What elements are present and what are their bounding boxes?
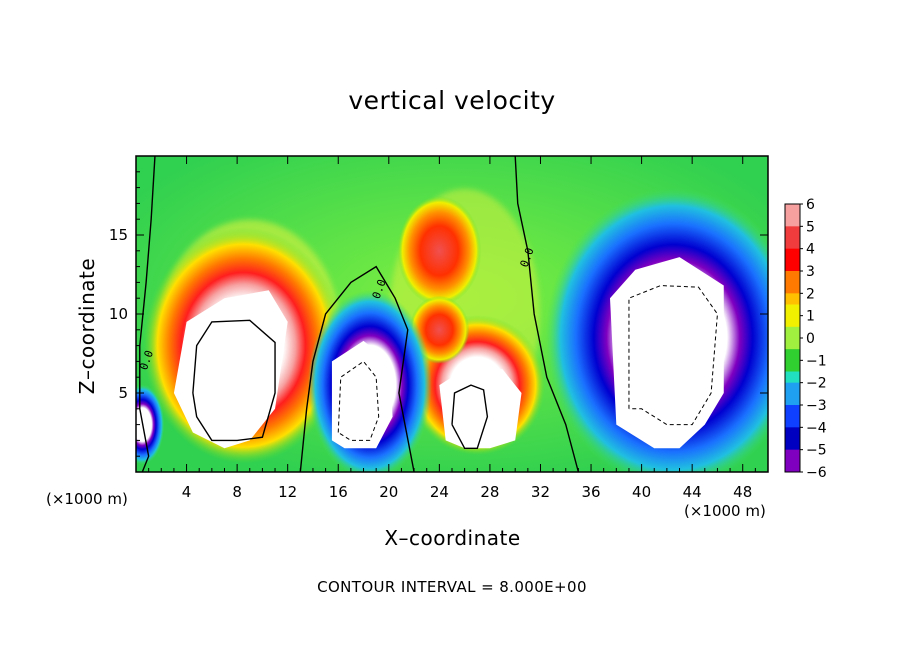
y-axis-label: Z–coordinate: [75, 257, 99, 395]
heatmap-field: [136, 156, 768, 472]
x-tick-label: 4: [182, 483, 192, 501]
colorbar-swatch: [785, 226, 800, 238]
colorbar-tick-label: −6: [806, 465, 827, 481]
colorbar-tick-label: 4: [806, 242, 815, 258]
updraft-cell-upper: [397, 195, 482, 306]
x-axis-label: X–coordinate: [384, 526, 521, 550]
colorbar-swatch: [785, 315, 800, 328]
colorbar-tick-label: 2: [806, 286, 815, 302]
colorbar-swatch: [785, 460, 800, 473]
x-tick-label: 8: [232, 483, 242, 501]
colorbar-tick-label: 6: [806, 197, 815, 213]
x-tick-label: 12: [278, 483, 297, 501]
colorbar: 6 5 4 3 2 1 0 −1 −2 −3 −4 −5 −6: [784, 197, 827, 481]
colorbar-swatch: [785, 326, 800, 339]
x-tick-label: 24: [430, 483, 449, 501]
colorbar-swatch: [785, 427, 800, 439]
zero-contour-mid: [299, 265, 415, 472]
colorbar-swatch: [785, 416, 800, 428]
x-tick-label: 16: [329, 483, 348, 501]
colorbar-swatch: [785, 405, 800, 417]
colorbar-tick-label: −2: [806, 376, 827, 392]
x-tick-label: 36: [581, 483, 600, 501]
x-tick-label: 20: [379, 483, 398, 501]
x-tick-label: 28: [480, 483, 499, 501]
y-tick-label: 10: [109, 305, 128, 323]
colorbar-tick-label: 0: [806, 331, 815, 347]
colorbar-tick-label: 3: [806, 264, 815, 280]
y-tick-label: 15: [109, 226, 128, 244]
downdraft-contour-1: [337, 360, 380, 441]
x-tick-label: 44: [683, 483, 702, 501]
colorbar-tick-label: −3: [806, 398, 827, 414]
contour-label: 0.0: [137, 349, 156, 372]
zero-contour-right: [514, 156, 580, 472]
downdraft-contour-2: [628, 285, 718, 426]
colorbar-swatch: [785, 237, 800, 250]
colorbar-swatch: [785, 248, 800, 261]
contour-interval-note: CONTOUR INTERVAL = 8.000E+00: [317, 578, 587, 596]
x-unit-label-right: (×1000 m): [684, 502, 766, 520]
colorbar-tick-label: 5: [806, 219, 815, 235]
updraft-contour-1: [192, 319, 276, 442]
colorbar-swatch: [785, 215, 800, 227]
colorbar-swatch: [785, 360, 800, 372]
colorbar-swatch: [785, 449, 800, 462]
colorbar-swatch: [785, 371, 800, 384]
x-tick-label: 48: [733, 483, 752, 501]
colorbar-tick-label: −4: [806, 420, 827, 436]
colorbar-tick-label: −1: [806, 353, 827, 369]
saturated-core-1: [173, 290, 288, 449]
contour-label: 0.0: [370, 278, 389, 301]
downdraft-edge: [136, 384, 165, 465]
colorbar-tick-label: 1: [806, 309, 815, 325]
x-tick-label: 40: [632, 483, 651, 501]
colorbar-swatch: [785, 338, 800, 350]
contour-lines: 0.00.00.00.0: [137, 156, 718, 472]
x-tick-label: 32: [531, 483, 550, 501]
chart-title: vertical velocity: [348, 86, 556, 115]
colorbar-swatch: [785, 304, 800, 317]
contour-label: 0.0: [518, 246, 537, 269]
colorbar-tick-label: −5: [806, 443, 827, 459]
colorbar-swatch: [785, 293, 800, 305]
colorbar-swatch: [785, 259, 800, 272]
colorbar-swatch: [785, 382, 800, 395]
colorbar-swatch: [785, 393, 800, 406]
saturated-core-3: [439, 369, 522, 449]
colorbar-swatch: [785, 438, 800, 451]
x-unit-label-left: (×1000 m): [46, 490, 128, 508]
colorbar-swatch: [785, 282, 800, 294]
colorbar-swatch: [785, 349, 800, 361]
colorbar-swatch: [785, 271, 800, 283]
y-tick-label: 5: [118, 384, 128, 402]
colorbar-swatch: [785, 204, 800, 216]
updraft-contour-2: [451, 384, 489, 449]
saturated-core-4: [610, 257, 724, 449]
